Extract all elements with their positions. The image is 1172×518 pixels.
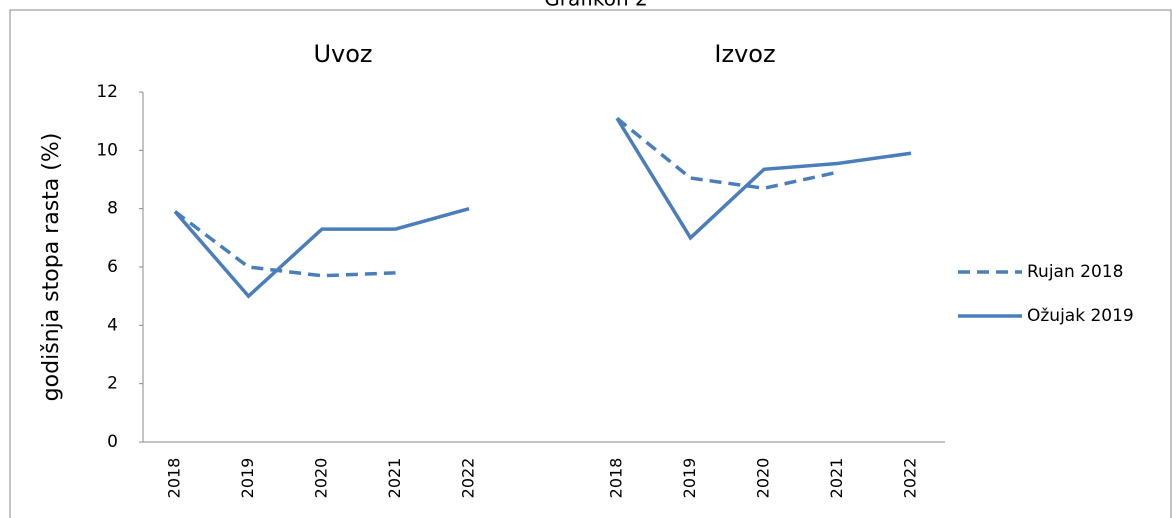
y-tick-label: 0 xyxy=(107,432,118,452)
y-tick-label: 8 xyxy=(107,199,118,219)
x-tick-label: 2020 xyxy=(754,458,773,499)
x-tick-label: 2020 xyxy=(312,458,331,499)
x-tick-label: 2018 xyxy=(607,458,626,499)
y-tick-label: 10 xyxy=(96,140,118,160)
x-tick-label: 2022 xyxy=(459,458,478,499)
x-tick-label: 2021 xyxy=(827,458,846,499)
x-tick-label: 2022 xyxy=(901,458,920,499)
legend-label: Ožujak 2019 xyxy=(1027,306,1134,326)
x-tick-label: 2018 xyxy=(165,458,184,499)
x-tick-label: 2019 xyxy=(238,458,257,499)
series-line xyxy=(173,206,470,299)
panel-title: Izvoz xyxy=(714,40,775,68)
y-tick-label: 2 xyxy=(107,374,118,394)
panel-title: Uvoz xyxy=(313,40,372,68)
y-tick-label: 4 xyxy=(107,315,118,335)
y-axis-label: godišnja stopa rasta (%) xyxy=(39,133,64,402)
series-line xyxy=(615,116,838,191)
frame xyxy=(9,9,1172,518)
x-tick-label: 2019 xyxy=(680,458,699,499)
series-line xyxy=(615,117,912,241)
series-line xyxy=(173,210,396,278)
x-tick-label: 2021 xyxy=(385,458,404,499)
y-tick-label: 6 xyxy=(107,257,118,277)
y-tick-label: 12 xyxy=(96,82,118,102)
chart-title: Grafikon 2 xyxy=(544,0,647,11)
legend-label: Rujan 2018 xyxy=(1027,262,1123,282)
